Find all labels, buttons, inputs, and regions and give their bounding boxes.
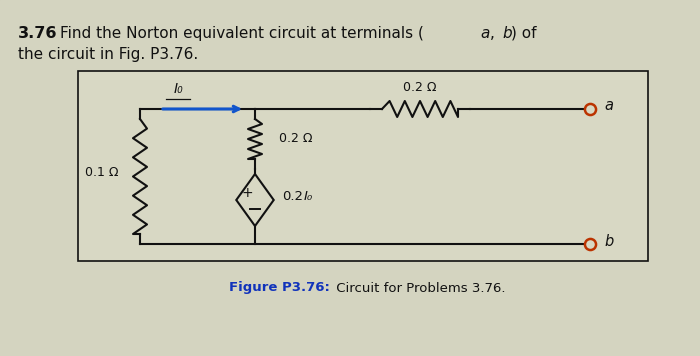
Text: +: +: [241, 186, 253, 200]
Text: b: b: [604, 234, 613, 248]
Text: b: b: [502, 26, 512, 41]
Text: ) of: ) of: [511, 26, 536, 41]
Text: 3.76: 3.76: [18, 26, 57, 41]
Text: Figure P3.76:: Figure P3.76:: [229, 282, 330, 294]
Text: 0.1 Ω: 0.1 Ω: [85, 166, 119, 178]
Text: ,: ,: [490, 26, 500, 41]
Text: the circuit in Fig. P3.76.: the circuit in Fig. P3.76.: [18, 47, 198, 62]
Text: 0.2: 0.2: [281, 189, 302, 203]
Text: a: a: [604, 99, 613, 114]
Text: I₀: I₀: [173, 82, 183, 96]
Bar: [78, 71, 648, 261]
Text: Find the Norton equivalent circuit at terminals (: Find the Norton equivalent circuit at te…: [60, 26, 424, 41]
Text: Circuit for Problems 3.76.: Circuit for Problems 3.76.: [332, 282, 505, 294]
Text: 0.2 Ω: 0.2 Ω: [279, 132, 312, 146]
Text: 0.2 Ω: 0.2 Ω: [403, 81, 437, 94]
Text: a: a: [480, 26, 489, 41]
Text: I₀: I₀: [304, 189, 313, 203]
